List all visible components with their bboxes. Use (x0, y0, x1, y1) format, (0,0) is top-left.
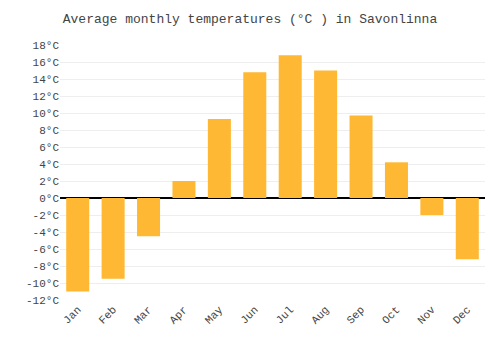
svg-text:6°C: 6°C (39, 142, 59, 154)
svg-text:Oct: Oct (380, 304, 402, 326)
svg-text:Dec: Dec (451, 304, 473, 326)
svg-text:Jun: Jun (238, 304, 260, 326)
svg-text:Aug: Aug (309, 304, 331, 326)
svg-text:16°C: 16°C (33, 57, 60, 69)
svg-text:Apr: Apr (167, 304, 189, 326)
svg-text:-8°C: -8°C (33, 261, 60, 273)
svg-text:0°C: 0°C (39, 193, 59, 205)
svg-text:-12°C: -12°C (26, 295, 59, 307)
svg-text:Jul: Jul (274, 304, 296, 326)
svg-text:18°C: 18°C (33, 40, 60, 52)
svg-text:4°C: 4°C (39, 159, 59, 171)
svg-text:Average monthly temperatures (: Average monthly temperatures (°C ) in Sa… (63, 12, 438, 27)
svg-text:-2°C: -2°C (33, 210, 60, 222)
svg-text:Jan: Jan (61, 304, 83, 326)
svg-text:-4°C: -4°C (33, 227, 60, 239)
svg-text:8°C: 8°C (39, 125, 59, 137)
svg-text:2°C: 2°C (39, 176, 59, 188)
svg-text:12°C: 12°C (33, 91, 60, 103)
svg-text:14°C: 14°C (33, 74, 60, 86)
svg-text:10°C: 10°C (33, 108, 60, 120)
svg-text:May: May (203, 304, 226, 327)
svg-text:Mar: Mar (132, 304, 154, 326)
svg-text:-6°C: -6°C (33, 244, 60, 256)
svg-text:Nov: Nov (415, 304, 438, 327)
svg-text:Feb: Feb (97, 304, 119, 326)
svg-text:-10°C: -10°C (26, 278, 59, 290)
svg-text:Sep: Sep (345, 304, 367, 326)
